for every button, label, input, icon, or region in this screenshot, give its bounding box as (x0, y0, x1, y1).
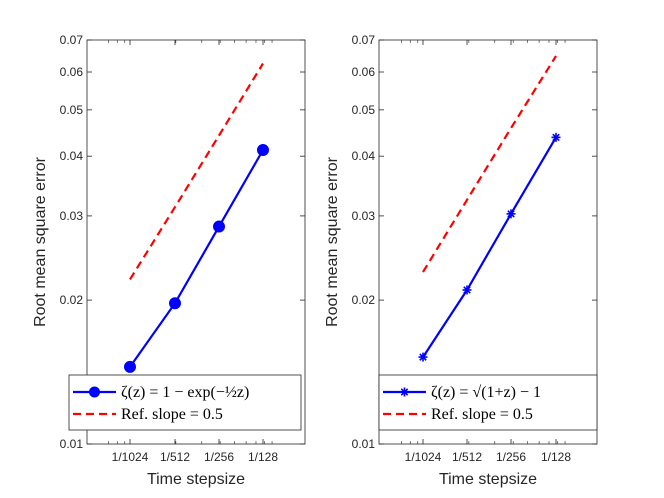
left-panel: 0.01 0.02 0.03 0.04 0.05 0.06 0.07 1/1024 1/512 1… (32, 33, 306, 488)
y-tick-label: 0.04 (60, 149, 84, 163)
data-point (169, 297, 181, 310)
y-tick-label: 0.03 (60, 209, 84, 223)
legend-box (68, 374, 302, 431)
y-tick-label: 0.06 (352, 65, 376, 79)
x-axis-label: Time stepsize (147, 471, 245, 488)
reference-line (129, 62, 264, 280)
y-tick-label: 0.03 (352, 209, 376, 223)
y-tick-label: 0.01 (60, 437, 84, 451)
legend-entry-2: Ref. slope = 0.5 (121, 406, 223, 423)
x-axis-label: Time stepsize (439, 471, 537, 488)
x-tick-label: 1/512 (160, 450, 190, 464)
data-point (213, 220, 225, 233)
y-tick-label: 0.07 (60, 33, 84, 47)
legend: ζ(z) = 1 − exp(−½z) Ref. slope = 0.5 (68, 374, 302, 431)
data-point (462, 285, 472, 295)
x-tick-label: 1/128 (248, 450, 278, 464)
y-tick-label: 0.07 (352, 33, 376, 47)
legend-entry-2: Ref. slope = 0.5 (431, 406, 533, 423)
data-point (506, 209, 516, 219)
error-line (422, 136, 557, 358)
right-panel: 0.01 0.02 0.03 0.04 0.05 0.06 0.07 1/1024 1/512 1… (324, 33, 598, 488)
legend-entry-1: ζ(z) = √(1+z) − 1 (431, 384, 541, 401)
x-tick-label: 1/1024 (405, 450, 442, 464)
x-tick-label: 1/512 (452, 450, 482, 464)
x-tick-label: 1/128 (541, 450, 571, 464)
y-tick-label: 0.02 (60, 293, 84, 307)
y-axis-label: Root mean square error (324, 156, 341, 327)
legend-marker (400, 387, 409, 397)
legend: ζ(z) = √(1+z) − 1 Ref. slope = 0.5 (378, 374, 598, 431)
y-tick-label: 0.01 (352, 437, 376, 451)
legend-entry-1: ζ(z) = 1 − exp(−½z) (121, 384, 249, 401)
x-tick-label: 1/256 (204, 450, 234, 464)
x-tick-label: 1/1024 (112, 450, 149, 464)
y-tick-label: 0.04 (352, 149, 376, 163)
y-axis-label: Root mean square error (32, 156, 49, 327)
y-tick-label: 0.06 (60, 65, 84, 79)
error-line (129, 149, 264, 368)
reference-line (422, 55, 557, 273)
y-tick-label: 0.02 (352, 293, 376, 307)
y-tick-label: 0.05 (352, 103, 376, 117)
legend-box (378, 374, 598, 431)
data-point (124, 360, 136, 373)
data-point (418, 352, 428, 362)
x-tick-label: 1/256 (496, 450, 526, 464)
legend-marker (89, 386, 100, 398)
y-tick-label: 0.05 (60, 103, 84, 117)
data-point (257, 144, 269, 157)
data-point (551, 132, 561, 142)
